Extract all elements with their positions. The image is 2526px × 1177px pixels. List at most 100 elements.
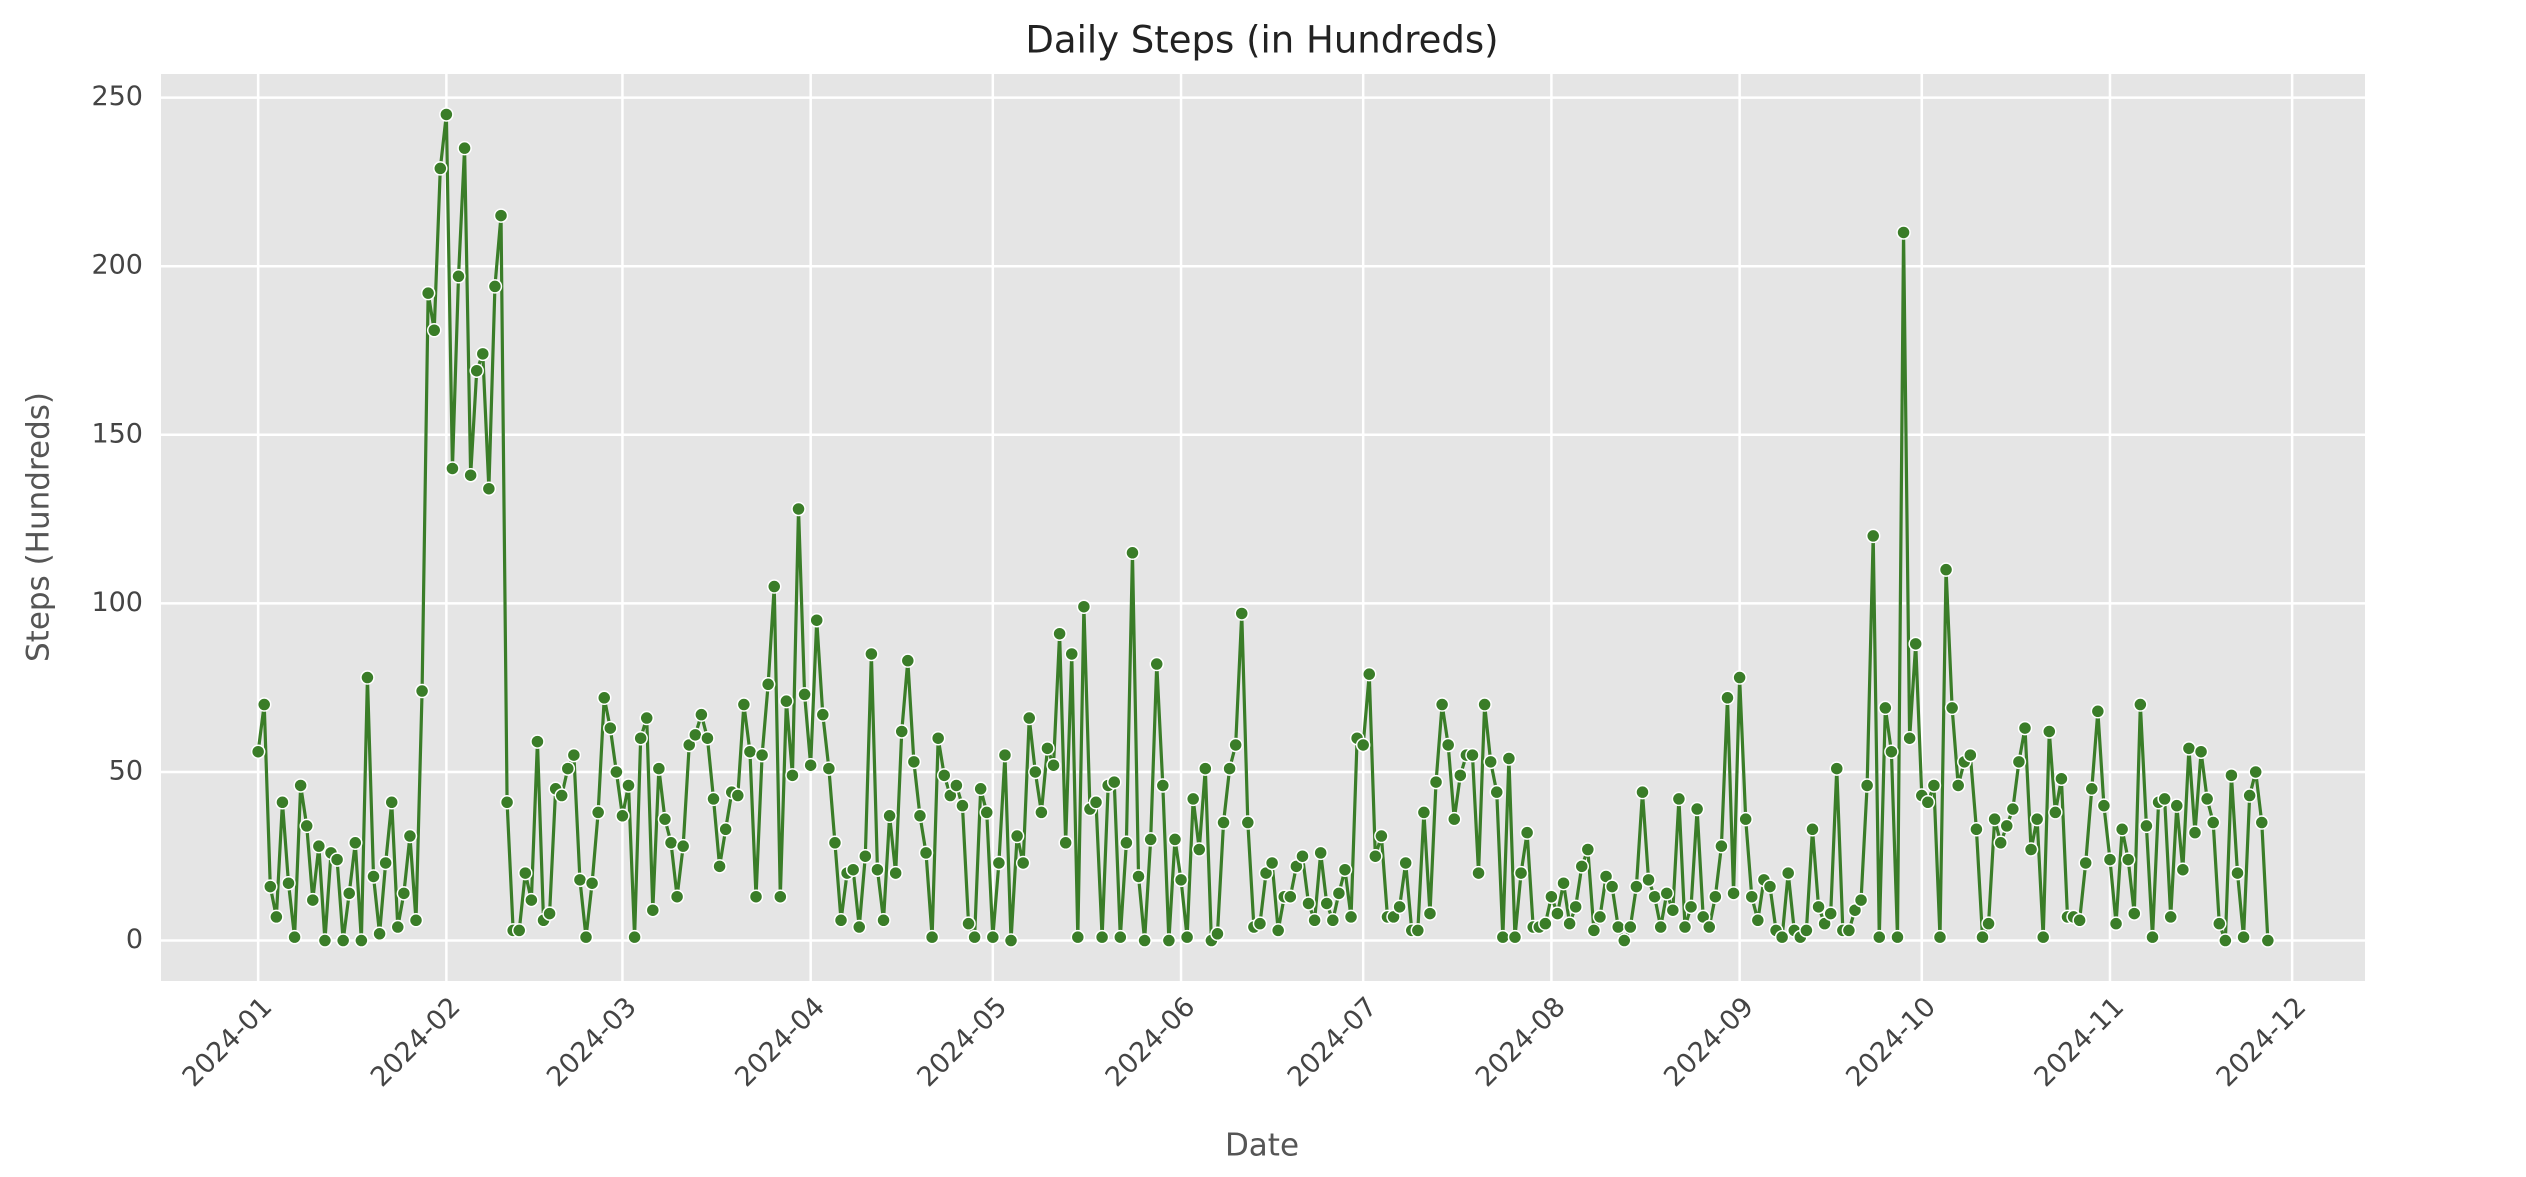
data-point — [487, 279, 503, 294]
data-point — [2090, 704, 2106, 719]
data-point — [2236, 929, 2251, 945]
data-point — [299, 818, 314, 834]
data-point — [2175, 862, 2191, 877]
data-point — [1950, 778, 1966, 793]
data-point — [858, 848, 873, 864]
y-tick-label: 150 — [91, 418, 143, 449]
x-tick-label: 2024-05 — [911, 991, 1013, 1093]
data-point — [1538, 916, 1553, 931]
y-tick-label: 100 — [91, 587, 143, 618]
data-point — [2072, 913, 2087, 928]
data-point — [1477, 697, 1492, 712]
data-point — [621, 778, 636, 793]
data-point — [1623, 919, 1638, 935]
data-point — [657, 811, 673, 827]
data-point — [1453, 768, 1468, 783]
data-point — [1392, 899, 1407, 915]
data-point — [2133, 697, 2148, 712]
data-point — [1021, 710, 1037, 726]
data-point — [2023, 842, 2039, 857]
data-point — [1319, 896, 1335, 911]
data-point — [1683, 899, 1699, 915]
data-point — [645, 902, 661, 918]
data-point — [1222, 761, 1237, 776]
data-point — [821, 761, 837, 776]
data-point — [730, 788, 746, 803]
data-point — [378, 855, 393, 871]
data-point — [1544, 889, 1559, 904]
data-point — [1003, 933, 1019, 948]
data-point — [1932, 929, 1948, 945]
data-point — [1167, 832, 1183, 847]
data-point — [329, 852, 345, 867]
data-point — [1234, 606, 1249, 621]
data-point — [888, 865, 903, 881]
data-point — [1665, 902, 1681, 918]
data-point — [1058, 835, 1073, 851]
data-point — [1125, 545, 1140, 561]
data-point — [1301, 896, 1316, 911]
data-point — [1331, 886, 1347, 901]
data-point — [2145, 929, 2160, 945]
data-point — [360, 670, 375, 685]
data-point — [688, 727, 703, 743]
data-point — [1434, 697, 1450, 712]
data-point — [1975, 929, 1990, 945]
data-point — [2084, 781, 2100, 797]
data-point — [1228, 737, 1243, 753]
data-point — [1070, 929, 1086, 945]
data-point — [876, 913, 891, 928]
data-point — [463, 467, 478, 483]
data-point — [1744, 889, 1760, 904]
data-point — [590, 805, 606, 820]
data-point — [1920, 795, 1936, 810]
data-point — [766, 579, 782, 594]
data-point — [785, 768, 800, 783]
data-point — [341, 886, 357, 901]
data-point — [1878, 700, 1893, 716]
data-point — [967, 929, 982, 945]
data-point — [518, 865, 533, 881]
data-point — [566, 747, 582, 763]
x-tick-label: 2024-06 — [1100, 991, 1202, 1093]
data-point — [263, 879, 278, 894]
data-point — [991, 855, 1007, 871]
data-point — [1702, 919, 1717, 935]
data-point — [1592, 909, 1608, 925]
data-point — [2242, 788, 2257, 803]
data-point — [275, 795, 290, 810]
data-point — [1094, 929, 1110, 945]
y-axis-label: Steps (Hundreds) — [21, 392, 57, 662]
data-point — [669, 889, 685, 904]
data-point — [851, 919, 867, 935]
data-point — [493, 208, 509, 223]
data-point — [250, 744, 266, 759]
data-point — [396, 886, 412, 901]
data-point — [663, 835, 679, 851]
data-point — [311, 838, 327, 854]
data-point — [2120, 852, 2136, 867]
data-point — [1343, 909, 1359, 925]
data-point — [1270, 923, 1286, 938]
data-point — [439, 107, 454, 122]
data-point — [779, 693, 794, 709]
data-point — [1210, 926, 1225, 942]
data-point — [1677, 919, 1693, 935]
data-point — [930, 730, 946, 746]
data-point — [1283, 889, 1298, 904]
data-point — [1586, 923, 1602, 938]
data-point — [2248, 764, 2263, 780]
data-point — [1355, 737, 1371, 753]
data-point — [1137, 933, 1152, 948]
data-point — [1507, 929, 1523, 945]
data-point — [2054, 771, 2069, 786]
data-point — [511, 923, 527, 938]
data-point — [1647, 889, 1662, 904]
data-point — [1495, 929, 1511, 945]
data-point — [809, 612, 824, 628]
data-point — [1088, 795, 1104, 810]
data-point — [2187, 825, 2203, 840]
data-point — [1240, 815, 1256, 830]
data-point — [1981, 916, 1996, 931]
